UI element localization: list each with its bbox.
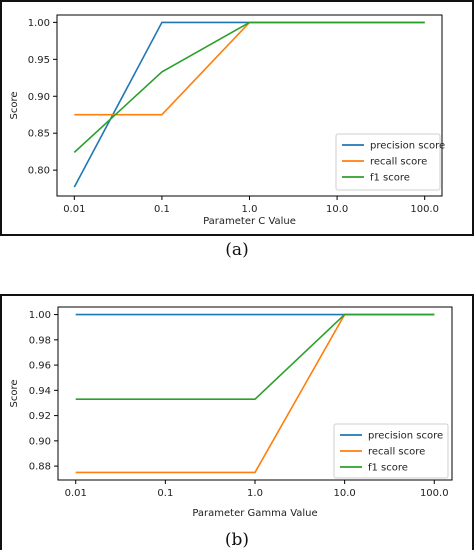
x-tick-label: 100.0 — [420, 488, 449, 499]
y-tick-label: 1.00 — [29, 310, 51, 321]
x-axis-label: Parameter Gamma Value — [192, 508, 317, 519]
caption-b: (b) — [224, 530, 250, 550]
series-line-f1-score — [75, 313, 435, 400]
y-tick-label: 0.94 — [29, 386, 51, 397]
y-axis-label: Score — [9, 91, 20, 119]
x-tick-label: 10.0 — [334, 488, 356, 499]
legend-box — [335, 133, 441, 191]
y-tick-label: 0.80 — [28, 166, 50, 177]
x-tick-label: 1.0 — [242, 204, 258, 215]
series-line-f1-score — [73, 21, 425, 153]
legend-label: recall score — [370, 157, 427, 168]
y-tick-label: 0.95 — [28, 55, 50, 66]
chart-b: 0.01 0.1 1.0 10.0 100.0 0.88 0.90 0.92 0.94 0.96 0… — [9, 306, 453, 519]
y-tick-label: 0.90 — [29, 436, 51, 447]
legend-label: f1 score — [370, 173, 410, 184]
legend-label: precision score — [368, 431, 443, 442]
y-tick-label: 0.98 — [29, 335, 51, 346]
figure-panel-b — [0, 294, 474, 550]
y-tick-label: 1.00 — [28, 18, 50, 29]
y-tick-label: 0.90 — [28, 92, 50, 103]
y-axis-label: Score — [9, 379, 20, 407]
y-tick-label: 0.92 — [29, 411, 51, 422]
caption-a: (a) — [225, 240, 249, 260]
x-axis-label: Parameter C Value — [203, 216, 296, 227]
x-tick-label: 0.1 — [154, 204, 170, 215]
legend-box — [333, 423, 449, 479]
x-tick-label: 0.01 — [63, 204, 85, 215]
x-tick-label: 0.1 — [157, 488, 173, 499]
x-tick-label: 0.01 — [65, 488, 87, 499]
legend-label: f1 score — [368, 463, 408, 474]
y-tick-label: 0.96 — [29, 361, 51, 372]
y-tick-label: 0.85 — [28, 129, 50, 140]
legend-label: precision score — [370, 141, 445, 152]
figure-panel-a — [0, 0, 474, 236]
series-line-recall-score — [74, 21, 425, 116]
y-tick-label: 0.88 — [29, 462, 51, 473]
x-tick-label: 10.0 — [326, 204, 348, 215]
chart-a: 0.01 0.1 1.0 10.0 100.0 0.80 0.85 0.90 0.95 1.00 P… — [9, 14, 445, 227]
legend-label: recall score — [368, 447, 425, 458]
x-tick-label: 1.0 — [247, 488, 263, 499]
x-tick-label: 100.0 — [410, 204, 439, 215]
